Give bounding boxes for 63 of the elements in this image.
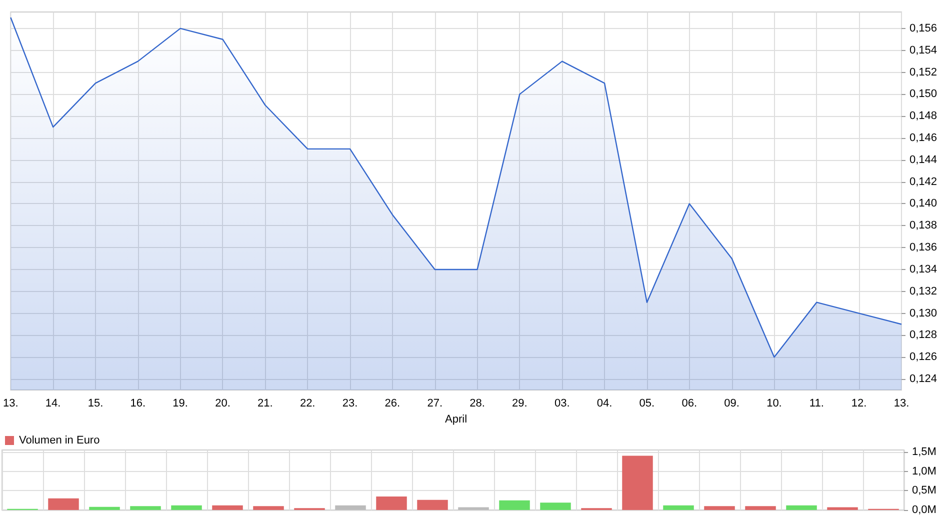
- x-tick-label: 03.: [554, 398, 570, 410]
- x-tick-label: 29.: [512, 398, 528, 410]
- x-tick-label: 04.: [596, 398, 612, 410]
- legend-label: Volumen in Euro: [19, 434, 100, 446]
- y-tick-label: 0,124: [909, 373, 938, 386]
- x-tick-label: 14.: [45, 398, 61, 410]
- y-tick-label: 0,132: [909, 285, 938, 298]
- y-tick-label: 0,136: [909, 242, 938, 254]
- bar: [130, 506, 161, 510]
- bar: [745, 506, 776, 510]
- bar: [458, 507, 489, 510]
- x-tick-label: 22.: [300, 398, 316, 410]
- x-tick-label: 05.: [639, 398, 655, 410]
- x-tick-label: 16.: [130, 398, 146, 410]
- x-tick-label: 19.: [172, 398, 188, 410]
- bar: [499, 500, 530, 510]
- y-tick-label: 1,0M: [912, 465, 936, 478]
- y-tick-label: 0,134: [909, 263, 938, 276]
- x-axis-title: April: [445, 413, 468, 426]
- x-tick-label: 06.: [682, 398, 698, 410]
- x-tick-label: 15.: [88, 398, 104, 410]
- y-tick-label: 0,126: [909, 351, 938, 364]
- bar: [704, 506, 735, 510]
- x-tick-label: 20.: [215, 398, 230, 410]
- y-tick-label: 0,144: [909, 154, 938, 166]
- x-tick-label: 13.: [2, 398, 18, 410]
- x-tick-label: 10.: [766, 398, 782, 410]
- bar: [212, 505, 243, 510]
- bar: [335, 505, 366, 510]
- y-tick-label: 1,5M: [912, 446, 936, 458]
- y-tick-label: 0,130: [909, 307, 938, 320]
- bar: [622, 456, 653, 510]
- bar: [786, 505, 817, 510]
- bar: [540, 502, 571, 510]
- bar: [89, 506, 120, 510]
- bar: [827, 507, 858, 510]
- x-tick-label: 23.: [342, 398, 358, 410]
- y-tick-label: 0,156: [909, 22, 938, 34]
- y-tick-label: 0,138: [909, 220, 938, 232]
- bar: [663, 505, 694, 510]
- y-tick-label: 0,128: [909, 329, 938, 342]
- x-tick-label: 12.: [851, 398, 867, 410]
- y-tick-label: 0,5M: [912, 484, 936, 497]
- x-tick-label: 27.: [427, 398, 442, 410]
- y-tick-label: 0,148: [909, 110, 938, 122]
- x-tick-label: 13.: [894, 398, 910, 410]
- bar: [253, 506, 284, 510]
- y-tick-label: 0,146: [909, 132, 938, 144]
- x-tick-label: 28.: [470, 398, 485, 410]
- y-tick-label: 0,140: [909, 198, 938, 210]
- x-tick-label: 26.: [384, 398, 400, 410]
- bar: [376, 496, 407, 510]
- bar: [417, 500, 448, 510]
- y-tick-label: 0,0M: [912, 504, 936, 516]
- x-tick-label: 21.: [258, 398, 273, 410]
- bar: [171, 505, 202, 510]
- y-tick-label: 0,154: [909, 44, 938, 56]
- y-tick-label: 0,150: [909, 88, 938, 100]
- y-tick-label: 0,152: [909, 66, 938, 78]
- x-tick-label: 09.: [724, 398, 740, 410]
- y-tick-label: 0,142: [909, 176, 938, 188]
- x-tick-label: 11.: [809, 398, 824, 410]
- bar: [48, 498, 79, 510]
